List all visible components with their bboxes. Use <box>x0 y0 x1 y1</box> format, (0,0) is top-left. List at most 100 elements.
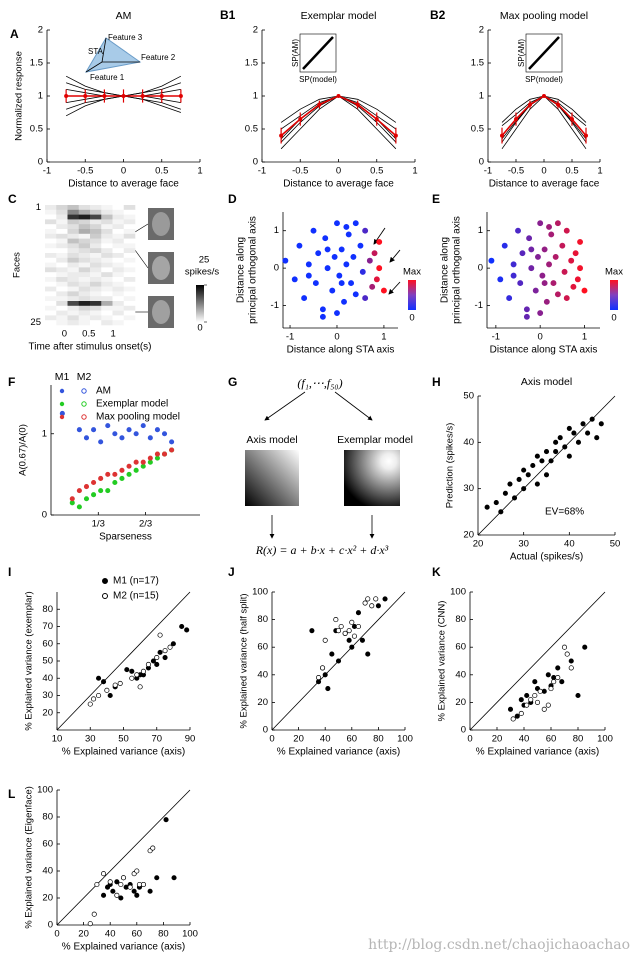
heat-cell <box>67 320 80 326</box>
point <box>359 268 366 275</box>
point <box>134 672 140 678</box>
point <box>376 238 383 245</box>
y-tick-label: 70 <box>42 621 53 632</box>
point <box>497 276 504 283</box>
heat-cell <box>56 267 68 273</box>
panel-label: C <box>8 192 17 206</box>
point <box>129 668 135 674</box>
point <box>500 133 504 138</box>
point <box>91 427 97 433</box>
y-tick-label: 80 <box>42 604 53 615</box>
point <box>137 684 143 690</box>
heat-cell <box>112 272 125 278</box>
heat-cell <box>45 229 57 235</box>
point <box>346 628 352 634</box>
point <box>140 94 145 98</box>
heat-cell <box>112 277 125 283</box>
y-tick-label: 1 <box>253 91 258 102</box>
point <box>120 875 127 881</box>
y-tick-label: 80 <box>257 614 268 625</box>
point <box>515 227 521 234</box>
point <box>575 692 581 699</box>
annotation: SP(model) <box>299 75 337 84</box>
point <box>64 94 69 98</box>
heat-cell <box>78 315 91 321</box>
point <box>147 888 153 894</box>
heat-cell <box>90 305 102 311</box>
heat-cell <box>112 253 125 259</box>
y-tick-label: 100 <box>450 587 466 598</box>
point <box>510 261 517 268</box>
x-tick-label: 1 <box>597 166 602 177</box>
point <box>126 471 132 477</box>
heat-cell <box>67 315 80 321</box>
legend-label: M2 (n=15) <box>113 591 159 602</box>
x-tick-label: 0 <box>538 332 543 343</box>
heat-cell <box>112 238 125 244</box>
point <box>555 675 561 681</box>
heat-cell <box>45 277 57 283</box>
colorbar-unit: spikes/s <box>185 267 220 278</box>
point <box>336 272 343 279</box>
heat-cell <box>112 214 125 220</box>
point <box>333 617 339 623</box>
point <box>161 451 168 457</box>
heat-cell <box>67 214 80 220</box>
point <box>331 253 338 260</box>
heat-cell <box>45 253 57 259</box>
heat-cell <box>123 257 136 263</box>
point <box>147 455 153 461</box>
heat-cell <box>90 229 102 235</box>
heat-cell <box>90 205 102 211</box>
point <box>83 484 90 490</box>
point <box>535 253 541 260</box>
colorbar-label: 25 <box>199 255 210 266</box>
heat-cell <box>67 286 80 292</box>
point <box>566 425 572 431</box>
heat-cell <box>45 315 57 321</box>
heat-cell <box>112 320 125 326</box>
point <box>161 431 168 437</box>
heat-cell <box>67 257 80 263</box>
point <box>309 628 315 634</box>
x-tick-label: 0.5 <box>155 166 168 177</box>
heat-cell <box>78 243 91 249</box>
heat-cell <box>101 205 113 211</box>
heat-cell <box>123 320 136 326</box>
heat-cell <box>45 286 57 292</box>
point <box>114 892 120 898</box>
point <box>365 596 371 602</box>
point <box>484 504 490 510</box>
x-tick-label: 40 <box>564 539 575 550</box>
point <box>553 449 559 455</box>
point <box>150 658 156 664</box>
x-tick-label: 100 <box>597 734 613 745</box>
heat-cell <box>78 305 91 311</box>
heat-cell <box>90 301 102 307</box>
heat-cell <box>112 262 125 268</box>
watermark: http://blog.csdn.net/chaojichaoachao <box>368 937 630 953</box>
legend-marker <box>59 401 65 407</box>
formula: R(x) = a + b·x + c·x² + d·x³ <box>255 543 389 557</box>
y-tick-label: 80 <box>455 614 466 625</box>
point <box>510 272 517 279</box>
point <box>369 283 376 290</box>
heat-cell <box>45 214 57 220</box>
heat-cell <box>67 291 80 297</box>
x-axis-label: Distance to average face <box>489 179 600 190</box>
heat-cell <box>123 219 136 225</box>
y-tick-label: 50 <box>463 391 474 402</box>
heat-cell <box>90 272 102 278</box>
point <box>528 246 535 253</box>
heat-cell <box>90 233 102 239</box>
point <box>83 496 90 502</box>
y-tick-label: 2 <box>253 25 258 36</box>
legend-marker <box>81 388 87 394</box>
heat-cell <box>123 238 136 244</box>
model-label: Exemplar model <box>337 434 413 446</box>
y-tick-label: 25 <box>30 317 41 328</box>
point <box>561 268 568 275</box>
heat-cell <box>45 281 57 287</box>
point <box>562 444 568 450</box>
point <box>349 644 355 650</box>
